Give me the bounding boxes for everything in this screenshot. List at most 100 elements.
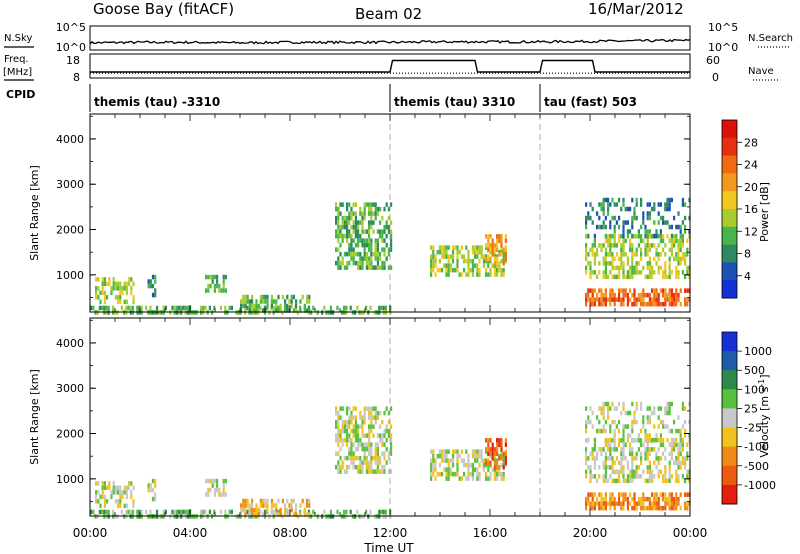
data-cell — [666, 197, 669, 203]
data-cell — [653, 437, 656, 443]
data-cell — [432, 449, 435, 454]
data-cell — [598, 474, 601, 479]
data-cell — [209, 478, 212, 484]
data-cell — [487, 258, 490, 264]
data-cell — [348, 464, 351, 470]
data-cell — [478, 272, 481, 277]
data-cell — [343, 305, 346, 311]
data-cell — [602, 297, 605, 302]
data-cell — [589, 274, 592, 280]
data-cell — [644, 301, 647, 307]
data-cell — [657, 460, 660, 466]
data-cell — [128, 277, 131, 282]
data-cell — [381, 419, 384, 425]
data-cell — [684, 478, 687, 484]
data-cell — [156, 305, 159, 311]
data-cell — [611, 447, 614, 452]
data-cell — [651, 234, 654, 239]
data-cell — [125, 485, 128, 491]
data-cell — [445, 458, 448, 463]
data-cell — [618, 474, 621, 479]
data-cell — [662, 451, 665, 457]
data-cell — [467, 254, 470, 259]
data-cell — [587, 437, 590, 443]
data-cell — [216, 487, 219, 493]
data-cell — [175, 509, 178, 515]
data-cell — [99, 503, 102, 509]
data-cell — [622, 469, 625, 475]
data-cell — [657, 424, 660, 429]
data-cell — [613, 406, 616, 411]
data-cell — [345, 509, 348, 515]
data-cell — [474, 453, 477, 459]
data-cell — [602, 505, 605, 511]
data-cell — [357, 265, 360, 270]
data-cell — [299, 299, 302, 304]
data-cell — [591, 410, 594, 416]
data-cell — [284, 503, 287, 508]
data-cell — [273, 299, 276, 304]
data-cell — [106, 485, 109, 491]
data-cell — [653, 474, 656, 479]
data-cell — [445, 254, 448, 259]
data-cell — [348, 424, 351, 429]
data-cell — [478, 476, 481, 481]
data-cell — [381, 451, 384, 456]
data-cell — [162, 509, 165, 515]
data-cell — [489, 462, 492, 468]
data-cell — [668, 428, 671, 434]
data-cell — [123, 490, 126, 495]
data-cell — [651, 243, 654, 248]
data-cell — [629, 447, 632, 452]
data-cell — [284, 512, 287, 517]
data-cell — [151, 478, 155, 484]
data-cell — [224, 478, 227, 484]
data-cell — [500, 267, 503, 273]
data-cell — [651, 492, 654, 497]
data-cell — [208, 305, 211, 311]
colorbar-tick-label: 8 — [744, 248, 751, 261]
data-cell — [246, 509, 249, 515]
data-cell — [390, 242, 393, 248]
data-cell — [489, 438, 492, 443]
data-cell — [220, 492, 223, 497]
data-cell — [604, 460, 607, 466]
data-cell — [640, 451, 643, 457]
data-cell — [487, 462, 490, 468]
data-cell — [299, 509, 302, 515]
data-cell — [275, 507, 278, 513]
data-cell — [686, 265, 689, 271]
data-cell — [677, 270, 680, 275]
data-cell — [350, 410, 353, 416]
data-cell — [127, 305, 130, 311]
data-cell — [352, 424, 355, 429]
data-cell — [387, 419, 390, 425]
data-cell — [387, 206, 390, 212]
data-cell — [646, 233, 649, 239]
data-cell — [103, 503, 106, 509]
data-cell — [589, 492, 592, 497]
data-cell — [357, 442, 360, 447]
data-cell — [374, 451, 377, 456]
data-cell — [112, 281, 115, 287]
data-cell — [498, 456, 501, 461]
data-cell — [593, 465, 596, 470]
data-cell — [211, 274, 214, 280]
data-cell — [622, 451, 625, 457]
data-cell — [620, 451, 623, 457]
data-cell — [673, 238, 676, 244]
data-cell — [478, 267, 481, 273]
data-cell — [498, 465, 501, 470]
data-cell — [681, 233, 684, 239]
data-cell — [286, 308, 289, 313]
data-cell — [673, 419, 676, 425]
data-cell — [337, 233, 340, 239]
data-cell — [637, 433, 640, 438]
data-cell — [593, 270, 596, 275]
data-cell — [684, 252, 687, 257]
data-cell — [368, 247, 371, 252]
data-cell — [341, 220, 344, 225]
data-cell — [655, 456, 658, 461]
data-cell — [354, 233, 357, 239]
data-cell — [675, 478, 678, 484]
